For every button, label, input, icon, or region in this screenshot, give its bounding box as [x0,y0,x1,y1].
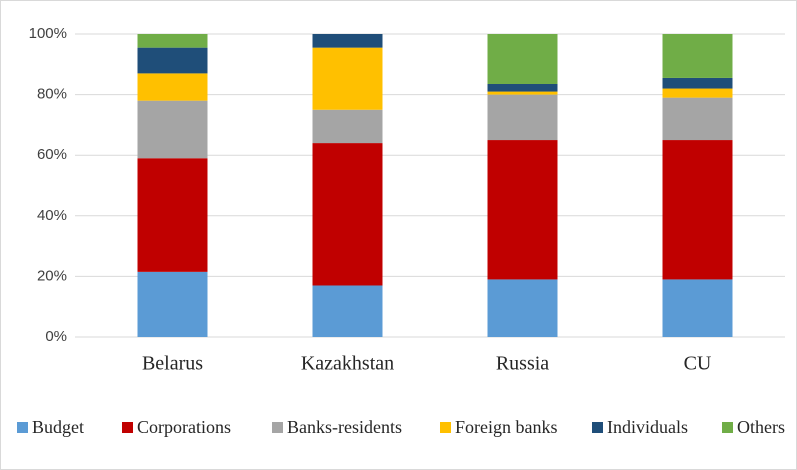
bar-segment [137,34,208,48]
y-tick-label: 0% [45,328,67,345]
bar-segment [137,100,208,159]
legend-swatch [17,422,28,433]
legend-swatch [722,422,733,433]
legend-label: Others [737,417,785,437]
bar-segment [662,97,733,141]
legend-swatch [272,422,283,433]
bar-segment [312,34,383,48]
y-tick-label: 20% [37,267,67,284]
bar-segment [662,77,733,89]
legend-label: Budget [32,417,84,437]
bar-segment [487,83,558,92]
bar-segment [662,34,733,78]
bar-segment [137,73,208,101]
legend-swatch [592,422,603,433]
bar-segment [312,109,383,144]
x-tick-label: Kazakhstan [301,353,394,375]
bar-segment [487,279,558,337]
y-tick-label: 40% [37,207,67,224]
bar-segment [662,140,733,280]
bar-segment [312,47,383,110]
bar-segment [487,34,558,84]
x-tick-label: Belarus [142,353,203,375]
x-tick-label: CU [684,353,712,375]
bar-segment [312,285,383,337]
x-tick-label: Russia [496,353,549,375]
bar-segment [137,47,208,74]
y-tick-label: 100% [29,25,67,42]
legend-swatch [122,422,133,433]
y-tick-label: 80% [37,86,67,103]
bar-segment [487,140,558,280]
legend-swatch [440,422,451,433]
legend-label: Corporations [137,417,231,437]
legend-label: Banks-residents [287,417,402,437]
bar-segment [662,279,733,337]
bar-segment [137,271,208,337]
bar-segment [312,143,383,286]
legend-label: Foreign banks [455,417,558,437]
bar-segment [662,88,733,98]
bar-segment [487,91,558,95]
bar-segment [137,158,208,272]
legend-label: Individuals [607,417,688,437]
bar-segment [487,94,558,141]
y-tick-label: 60% [37,146,67,163]
